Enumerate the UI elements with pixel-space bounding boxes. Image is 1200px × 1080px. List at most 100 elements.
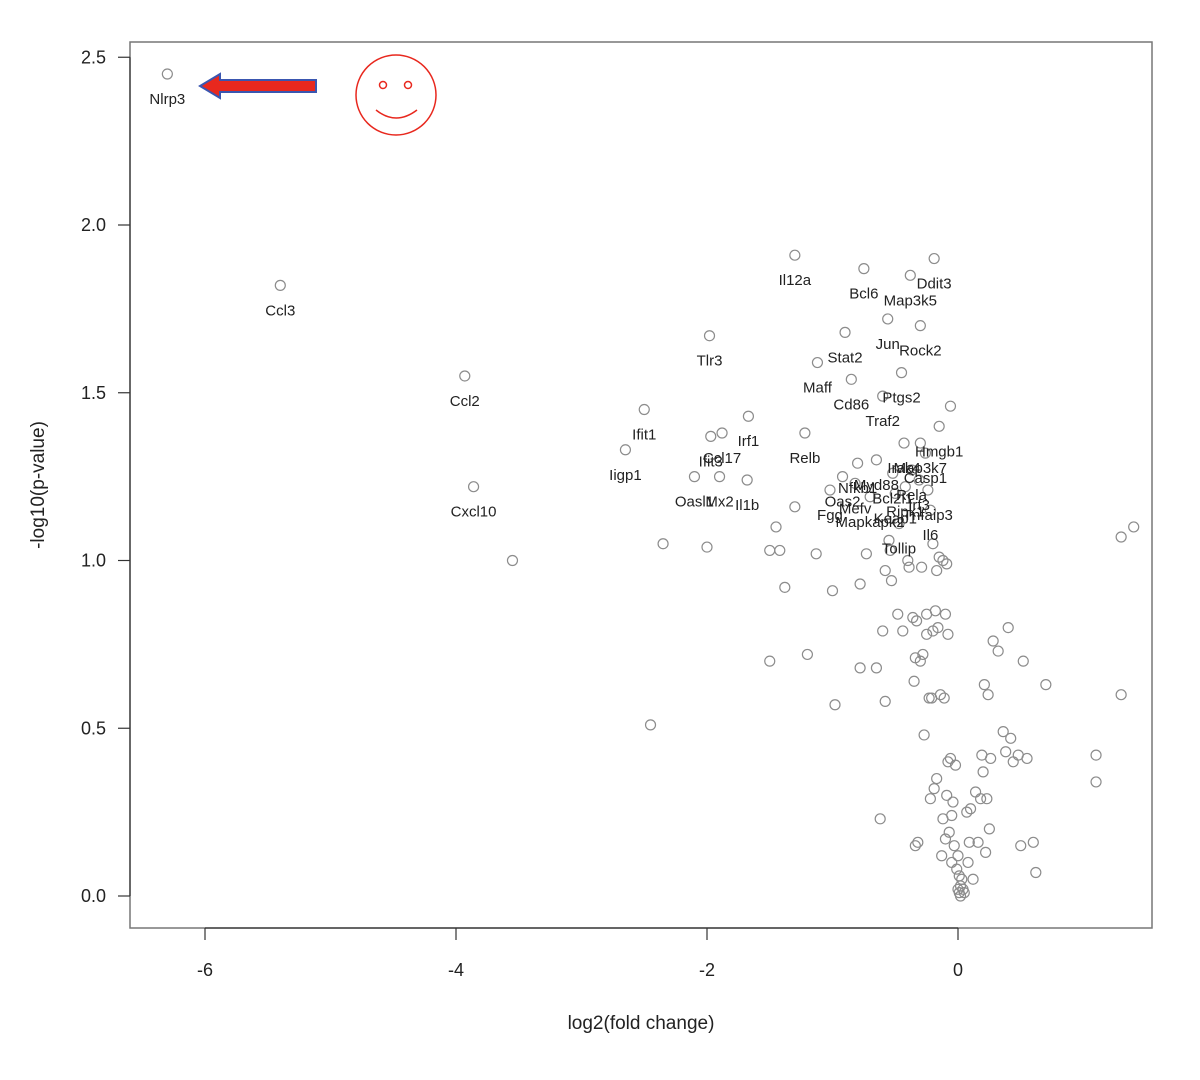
data-point	[992, 645, 1004, 657]
y-tick-label: 1.0	[81, 551, 106, 571]
data-point	[931, 772, 943, 785]
data-point	[898, 437, 910, 449]
data-point	[963, 836, 975, 848]
data-point	[929, 605, 942, 617]
data-point	[943, 826, 955, 838]
data-point	[892, 608, 904, 620]
data-point	[946, 856, 958, 869]
gene-label: Mefv	[839, 500, 872, 517]
gene-label: Myd88	[854, 477, 899, 494]
data-point	[1027, 836, 1039, 848]
data-point	[1090, 776, 1102, 788]
gene-label: Jun	[876, 336, 900, 353]
data-point	[467, 481, 480, 493]
data-point	[657, 538, 669, 550]
data-point	[939, 833, 952, 845]
gene-label: Tollip	[882, 541, 916, 558]
data-point	[1017, 655, 1029, 667]
gene-label: Ccl17	[703, 450, 741, 467]
data-point	[903, 561, 915, 573]
data-point	[956, 873, 968, 885]
data-point	[944, 400, 957, 412]
gene-label: Iigp1	[609, 467, 642, 484]
data-point	[985, 752, 997, 765]
data-point	[936, 850, 948, 862]
data-point	[939, 608, 952, 620]
data-point	[914, 655, 926, 667]
data-point	[904, 269, 916, 281]
y-tick-label: 2.0	[81, 215, 106, 235]
data-point	[942, 756, 954, 768]
smiley-right-eye-icon	[403, 80, 413, 90]
data-point	[870, 454, 883, 466]
gene-label: Ifit3	[699, 453, 723, 470]
data-point	[921, 628, 933, 640]
gene-label: Cxcl10	[451, 504, 497, 521]
data-point	[958, 887, 970, 899]
data-point	[799, 427, 811, 439]
data-point	[917, 648, 929, 661]
gene-label: Ccl2	[450, 393, 480, 410]
data-point	[829, 699, 841, 711]
smiley-mouth-icon	[375, 109, 418, 119]
data-point	[1021, 752, 1033, 765]
data-point	[938, 692, 950, 704]
x-tick-label: 0	[953, 960, 963, 980]
gene-label: Irak4	[887, 460, 920, 477]
data-point	[913, 474, 925, 486]
gene-label: Maff	[803, 380, 833, 397]
data-point	[916, 561, 928, 573]
data-point	[937, 554, 949, 567]
gene-label: Irf3	[908, 497, 930, 514]
data-point	[644, 719, 657, 731]
data-point	[1030, 866, 1042, 879]
data-point	[946, 809, 958, 822]
data-point	[942, 628, 954, 640]
data-point	[879, 695, 891, 708]
data-point	[944, 752, 957, 765]
data-point	[779, 581, 791, 593]
y-axis: 0.0 0.5 1.0 1.5 2.0 2.5	[81, 47, 131, 906]
data-point	[928, 783, 940, 795]
data-point	[977, 766, 989, 778]
y-axis-label: -log10(p-value)	[28, 421, 49, 549]
smiley-annotation	[355, 54, 437, 136]
data-point	[882, 313, 894, 325]
data-point	[899, 481, 911, 493]
data-point	[1040, 679, 1052, 691]
x-axis-label: log2(fold change)	[568, 1013, 715, 1034]
arrow-annotation	[198, 72, 317, 100]
gene-label: Fgg	[817, 507, 843, 524]
data-point	[854, 578, 866, 590]
data-point	[910, 615, 923, 627]
data-point	[954, 890, 967, 902]
data-point	[874, 813, 886, 825]
data-point	[964, 803, 977, 815]
data-point	[919, 447, 931, 459]
data-point	[997, 726, 1009, 738]
gene-label: Il6	[922, 527, 938, 544]
data-point	[789, 501, 801, 513]
data-point	[934, 689, 947, 701]
data-point	[1090, 749, 1102, 761]
gene-label: Nfkb1	[838, 480, 877, 497]
gene-label: Mapkapk2	[836, 514, 905, 531]
gene-label: Bcl2l1	[872, 490, 913, 507]
data-point	[897, 625, 909, 637]
data-point	[506, 554, 519, 567]
data-point	[1002, 621, 1014, 634]
data-point	[716, 427, 728, 439]
data-point	[972, 836, 984, 848]
data-point	[1128, 521, 1140, 533]
data-point	[858, 263, 870, 275]
data-point	[889, 487, 901, 499]
data-point	[705, 430, 717, 442]
gene-label: Keap1	[874, 510, 917, 527]
data-point	[774, 544, 786, 557]
data-point	[924, 793, 936, 805]
gene-label: Ccl3	[265, 302, 295, 319]
data-point	[923, 692, 935, 704]
data-point	[961, 806, 973, 818]
x-axis: -6 -4 -2 0	[197, 927, 963, 980]
